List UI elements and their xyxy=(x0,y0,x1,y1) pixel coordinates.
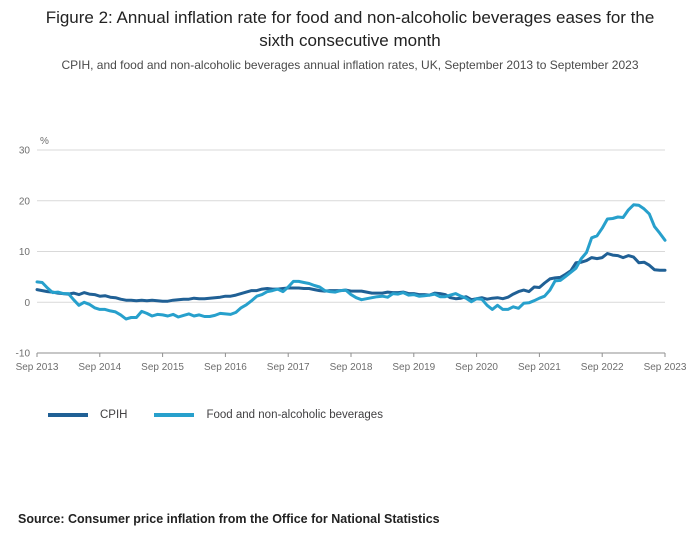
y-axis-unit-label: % xyxy=(40,136,49,147)
legend-label-cpih: CPIH xyxy=(100,409,128,421)
series-line-food xyxy=(35,203,667,321)
x-tick-label: Sep 2017 xyxy=(267,362,310,373)
legend-item-food: Food and non-alcoholic beverages xyxy=(154,409,383,421)
legend-label-food: Food and non-alcoholic beverages xyxy=(206,409,383,421)
x-tick-label: Sep 2016 xyxy=(204,362,247,373)
x-tick-label: Sep 2019 xyxy=(392,362,435,373)
food-line-swatch xyxy=(154,413,195,417)
chart-canvas: 30 20 10 0 -10% Sep 2013 Sep 2014 Sep 2015 Sep 2… xyxy=(16,136,687,373)
source-note: Source: Consumer price inflation from th… xyxy=(18,512,440,526)
y-tick-label: 20 xyxy=(19,196,31,207)
y-tick-label: 10 xyxy=(19,247,31,258)
y-tick-label: 30 xyxy=(19,146,31,157)
x-tick-label: Sep 2013 xyxy=(16,362,59,373)
x-tick-label: Sep 2021 xyxy=(518,362,561,373)
chart-legend: CPIH Food and non-alcoholic beverages xyxy=(48,409,383,421)
legend-item-cpih: CPIH xyxy=(48,409,127,421)
x-tick-label: Sep 2020 xyxy=(455,362,498,373)
x-tick-label: Sep 2023 xyxy=(644,362,687,373)
line-chart: 30 20 10 0 -10% Sep 2013 Sep 2014 Sep 2015 Sep 2… xyxy=(0,135,700,385)
x-tick-label: Sep 2022 xyxy=(581,362,624,373)
x-tick-label: Sep 2014 xyxy=(78,362,121,373)
series-line-cpih xyxy=(35,252,667,303)
x-tick-label: Sep 2018 xyxy=(330,362,373,373)
x-tick-label: Sep 2015 xyxy=(141,362,184,373)
chart-title: Figure 2: Annual inflation rate for food… xyxy=(45,8,655,50)
cpih-line-swatch xyxy=(48,413,88,417)
y-tick-label: -10 xyxy=(16,349,31,360)
chart-subtitle: CPIH, and food and non-alcoholic beverag… xyxy=(61,58,639,72)
y-tick-label: 0 xyxy=(24,298,30,309)
